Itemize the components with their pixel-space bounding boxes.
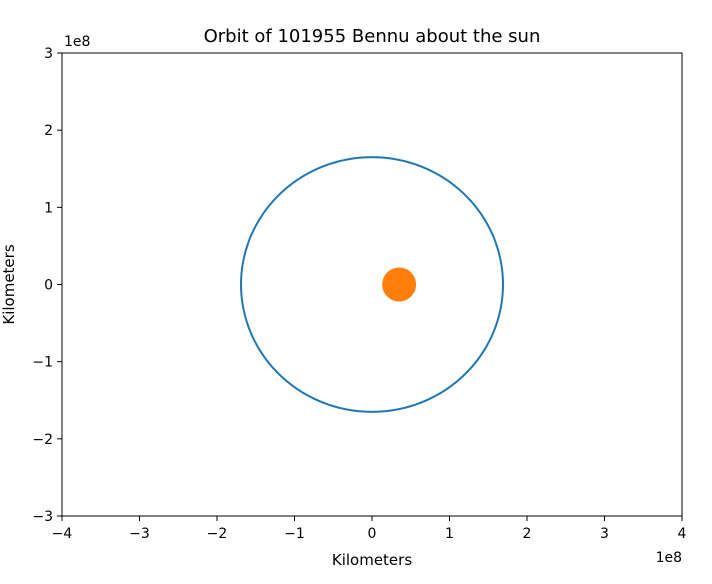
x-tick-label: −4: [52, 526, 73, 542]
y-axis-offset-label: 1e8: [64, 34, 90, 50]
orbit-line: [240, 156, 504, 413]
x-tick-label: −2: [207, 526, 228, 542]
chart-title: Orbit of 101955 Bennu about the sun: [204, 26, 541, 47]
y-tick-label: 0: [44, 278, 53, 294]
y-tick-label: 1: [44, 200, 53, 216]
x-tick-label: 2: [523, 526, 532, 542]
x-axis-label: Kilometers: [332, 551, 412, 569]
x-tick-label: 4: [678, 526, 687, 542]
y-tick-label: −3: [32, 509, 53, 525]
plot-layer: [240, 156, 504, 413]
axes-frame: [61, 52, 683, 517]
x-tick-label: −1: [284, 526, 305, 542]
x-axis-offset-label: 1e8: [656, 550, 682, 566]
y-tick-label: 3: [44, 46, 53, 62]
y-tick-label: −1: [32, 355, 53, 371]
x-tick-label: 3: [600, 526, 609, 542]
sun-marker: [382, 267, 417, 302]
y-tick-label: −2: [32, 432, 53, 448]
y-tick-label: 2: [44, 123, 53, 139]
x-tick-label: −3: [129, 526, 150, 542]
y-axis-label: Kilometers: [0, 244, 18, 324]
x-tick-label: 0: [368, 526, 377, 542]
x-tick-label: 1: [445, 526, 454, 542]
